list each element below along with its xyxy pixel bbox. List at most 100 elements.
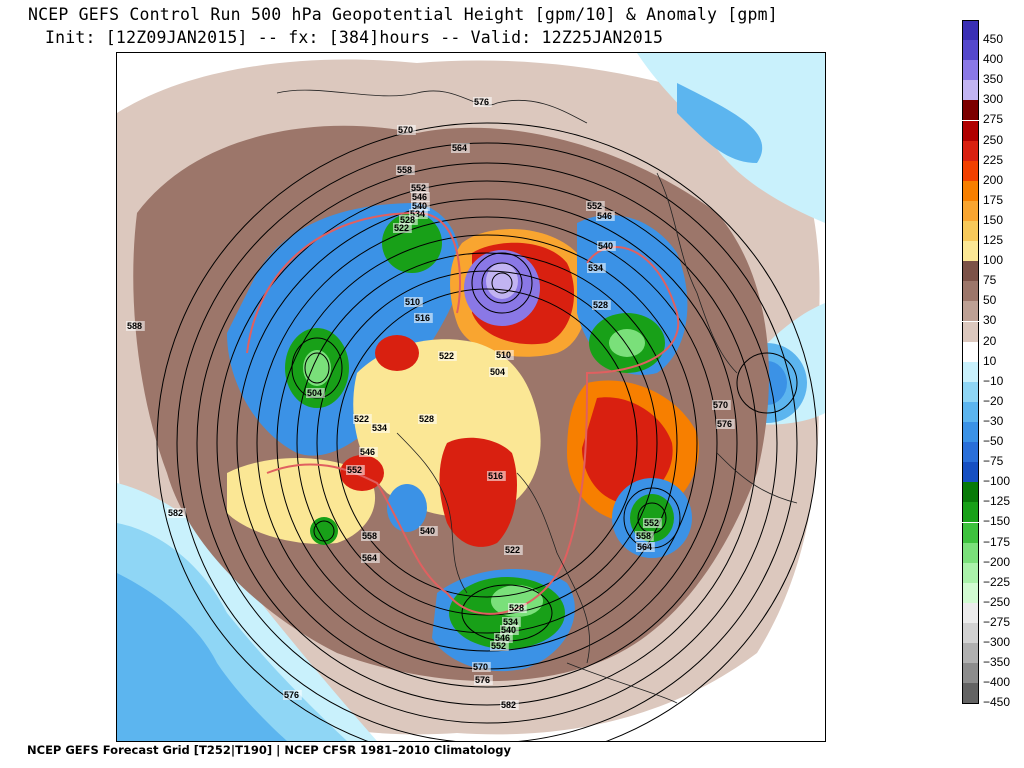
- contour-label: 540: [598, 241, 613, 251]
- colorbar-swatch: [962, 623, 979, 644]
- colorbar-label: 75: [983, 273, 997, 288]
- colorbar-label: −20: [983, 393, 1004, 408]
- contour-label-bg: [494, 633, 513, 643]
- contour-labels: 5765705645585525465405345285225525465405…: [126, 97, 735, 710]
- colorbar-swatch: [962, 200, 979, 221]
- colorbar-label: 275: [983, 112, 1004, 127]
- colorbar-label: 450: [983, 32, 1004, 46]
- anomaly-green-northeast-core: [609, 329, 645, 357]
- colorbar-label: 50: [983, 293, 997, 308]
- colorbar-swatch: [962, 401, 979, 422]
- anomaly-blue-west-cutoff: [387, 484, 427, 532]
- colorbar-label: 175: [983, 192, 1004, 207]
- contour-label-bg: [419, 526, 438, 536]
- contour-label-bg: [167, 508, 186, 518]
- contour-label: 522: [505, 545, 520, 555]
- colorbar-swatch: [962, 683, 979, 704]
- contour-label-bg: [393, 223, 412, 233]
- contour-label: 564: [452, 143, 467, 153]
- colorbar-label: 10: [983, 353, 997, 368]
- colorbar-label: −100: [983, 474, 1011, 489]
- colorbar-swatch: [962, 422, 979, 443]
- contour-label: 528: [509, 603, 524, 613]
- colorbar-swatch: [962, 582, 979, 603]
- contour-label-bg: [636, 542, 655, 552]
- colorbar-label: −350: [983, 655, 1011, 670]
- colorbar-swatch: [962, 120, 979, 141]
- contour-label-bg: [306, 388, 325, 398]
- coastlines: [276, 89, 798, 704]
- contour-label-bg: [473, 97, 492, 107]
- contour-label-bg: [361, 553, 380, 563]
- contour-label-bg: [587, 263, 606, 273]
- colorbar-label: −150: [983, 514, 1011, 529]
- contour-label-bg: [500, 700, 519, 710]
- contour-label-bg: [712, 400, 731, 410]
- contour-label: 582: [168, 508, 183, 518]
- chart-title-line1: NCEP GEFS Control Run 500 hPa Geopotenti…: [28, 5, 778, 24]
- colorbar-label: −50: [983, 434, 1004, 448]
- contour-label-bg: [592, 300, 611, 310]
- contour-label: 534: [588, 263, 603, 273]
- anomaly-blue-bottomleft2: [117, 573, 287, 741]
- contour-label: 552: [587, 201, 602, 211]
- colorbar-label: −75: [983, 454, 1004, 469]
- colorbar-label: −250: [983, 594, 1011, 609]
- contour-label-bg: [716, 419, 735, 429]
- contour-label-bg: [508, 603, 527, 613]
- colorbar-swatch: [962, 241, 979, 262]
- contour-label-bg: [418, 414, 437, 424]
- colorbar-label: −200: [983, 554, 1011, 569]
- colorbar-swatch: [962, 281, 979, 302]
- contour-label-bg: [404, 297, 423, 307]
- contour-label: 588: [127, 321, 142, 331]
- contour-label: 552: [644, 518, 659, 528]
- contour-label: 576: [475, 675, 490, 685]
- anomaly-red-small: [375, 335, 419, 371]
- contour-label: 546: [495, 633, 510, 643]
- colorbar-swatch: [962, 602, 979, 623]
- contour-label-bg: [500, 625, 519, 635]
- anomaly-purple-inner: [486, 263, 518, 299]
- colorbar-swatch: [962, 643, 979, 664]
- contour-label-bg: [502, 617, 521, 627]
- contour-label: 504: [307, 388, 322, 398]
- contour-label-bg: [438, 351, 457, 361]
- colorbar-swatch: [962, 341, 979, 362]
- colorbar-swatch: [962, 381, 979, 402]
- contour-label-bg: [411, 192, 430, 202]
- colorbar-label: −275: [983, 614, 1011, 629]
- contour-label: 582: [501, 700, 516, 710]
- height-anomaly-map: 5765705645585525465405345285225525465405…: [117, 53, 825, 741]
- colorbar-label: −225: [983, 574, 1011, 589]
- contour-label: 528: [593, 300, 608, 310]
- contour-label: 534: [372, 423, 387, 433]
- colorbar-swatch: [962, 261, 979, 282]
- contour-label-bg: [409, 209, 428, 219]
- colorbar-label: −175: [983, 534, 1011, 549]
- contour-label: 510: [405, 297, 420, 307]
- contour-label: 570: [713, 400, 728, 410]
- contour-label-bg: [495, 350, 514, 360]
- contour-label-bg: [361, 531, 380, 541]
- colorbar-swatch: [962, 663, 979, 684]
- contour-label-bg: [489, 367, 508, 377]
- contour-label: 558: [397, 165, 412, 175]
- contour-label-bg: [451, 143, 470, 153]
- contour-label: 564: [362, 553, 377, 563]
- contour-label-bg: [397, 125, 416, 135]
- contour-label-bg: [371, 423, 390, 433]
- contour-label: 516: [488, 471, 503, 481]
- contour-label-bg: [353, 414, 372, 424]
- contour-label-bg: [596, 211, 615, 221]
- colorbar-swatch: [962, 562, 979, 583]
- contour-label: 504: [490, 367, 505, 377]
- contour-label: 564: [637, 542, 652, 552]
- contour-label: 540: [420, 526, 435, 536]
- contour-label: 558: [362, 531, 377, 541]
- contour-label-bg: [410, 183, 429, 193]
- contour-label: 576: [717, 419, 732, 429]
- contour-label-bg: [359, 447, 378, 457]
- climatology-contour: [246, 211, 680, 615]
- contour-label-bg: [597, 241, 616, 251]
